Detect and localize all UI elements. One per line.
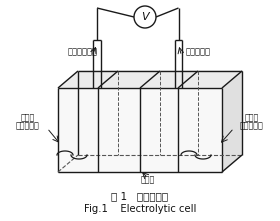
Text: 图 1   双厂电解槽: 图 1 双厂电解槽 [111, 191, 169, 201]
Text: 不锈锂阴极: 不锈锂阴极 [185, 48, 211, 57]
Text: 离子膜: 离子膜 [141, 175, 155, 185]
Polygon shape [58, 71, 242, 88]
Text: 阳极槽: 阳极槽 [21, 114, 35, 122]
Text: Fig.1    Electrolytic cell: Fig.1 Electrolytic cell [84, 204, 196, 214]
Polygon shape [58, 88, 222, 172]
Text: 阴极槽: 阴极槽 [245, 114, 259, 122]
Text: 磁力搞拌器: 磁力搞拌器 [240, 122, 264, 130]
Text: 金山石膜阳极: 金山石膜阳极 [68, 48, 98, 57]
Text: V: V [141, 12, 149, 22]
Polygon shape [222, 71, 242, 172]
Text: 磁力搞拌器: 磁力搞拌器 [16, 122, 40, 130]
